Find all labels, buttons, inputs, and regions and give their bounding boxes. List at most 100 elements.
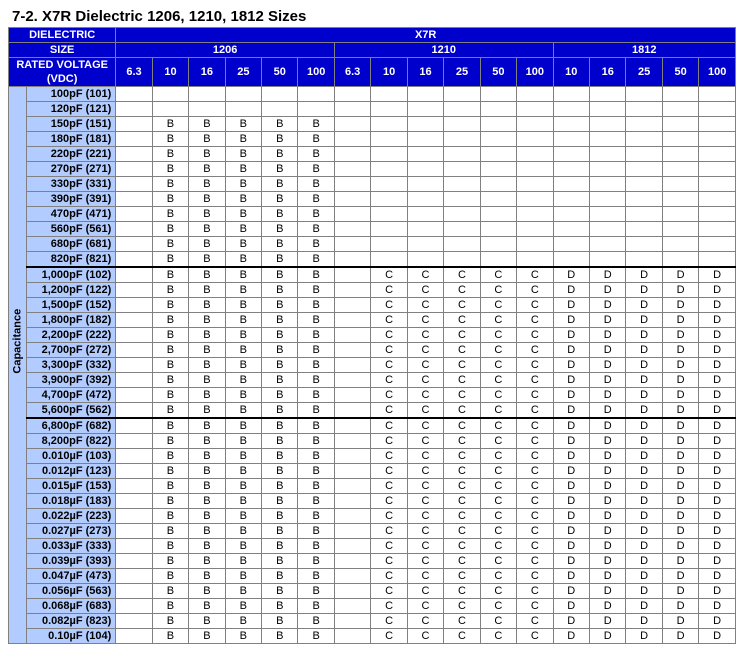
- value-cell: [334, 569, 370, 584]
- value-cell: B: [189, 237, 225, 252]
- value-cell: D: [553, 388, 589, 403]
- value-cell: C: [444, 388, 480, 403]
- value-cell: [334, 147, 370, 162]
- value-cell: B: [298, 298, 334, 313]
- value-cell: [116, 147, 152, 162]
- table-row: 0.022µF (223)BBBBBCCCCCDDDDD: [9, 509, 736, 524]
- value-cell: D: [553, 479, 589, 494]
- value-cell: [699, 252, 736, 268]
- value-cell: D: [626, 328, 662, 343]
- table-row: 0.012µF (123)BBBBBCCCCCDDDDD: [9, 464, 736, 479]
- value-cell: D: [626, 479, 662, 494]
- value-cell: C: [517, 313, 553, 328]
- value-cell: C: [371, 569, 407, 584]
- value-cell: D: [553, 449, 589, 464]
- value-cell: C: [444, 569, 480, 584]
- value-cell: C: [371, 343, 407, 358]
- table-row: 0.015µF (153)BBBBBCCCCCDDDDD: [9, 479, 736, 494]
- value-cell: B: [225, 494, 261, 509]
- value-cell: [334, 298, 370, 313]
- value-cell: B: [298, 524, 334, 539]
- value-cell: B: [225, 418, 261, 434]
- value-cell: [553, 117, 589, 132]
- value-cell: [699, 102, 736, 117]
- value-cell: B: [225, 539, 261, 554]
- value-cell: [334, 252, 370, 268]
- capacitance-label: 120pF (121): [27, 102, 116, 117]
- value-cell: [517, 117, 553, 132]
- value-cell: [626, 117, 662, 132]
- value-cell: D: [699, 298, 736, 313]
- value-cell: [589, 207, 625, 222]
- value-cell: B: [262, 177, 298, 192]
- value-cell: D: [699, 418, 736, 434]
- voltage-header: 16: [589, 58, 625, 87]
- value-cell: D: [662, 629, 698, 644]
- value-cell: C: [480, 358, 516, 373]
- value-cell: [480, 207, 516, 222]
- value-cell: C: [480, 584, 516, 599]
- value-cell: [699, 237, 736, 252]
- value-cell: B: [298, 388, 334, 403]
- value-cell: B: [225, 177, 261, 192]
- value-cell: [334, 494, 370, 509]
- value-cell: B: [262, 252, 298, 268]
- value-cell: [116, 388, 152, 403]
- value-cell: B: [225, 132, 261, 147]
- capacitance-label: 4,700pF (472): [27, 388, 116, 403]
- capacitance-label: 1,800pF (182): [27, 313, 116, 328]
- value-cell: C: [371, 449, 407, 464]
- value-cell: [444, 237, 480, 252]
- value-cell: B: [152, 147, 188, 162]
- value-cell: C: [517, 298, 553, 313]
- value-cell: [626, 147, 662, 162]
- voltage-header: 50: [262, 58, 298, 87]
- table-row: 390pF (391)BBBBB: [9, 192, 736, 207]
- value-cell: D: [662, 464, 698, 479]
- value-cell: [699, 177, 736, 192]
- value-cell: B: [298, 207, 334, 222]
- value-cell: C: [480, 614, 516, 629]
- value-cell: B: [262, 313, 298, 328]
- value-cell: [662, 207, 698, 222]
- value-cell: B: [225, 207, 261, 222]
- value-cell: C: [407, 343, 443, 358]
- value-cell: [334, 434, 370, 449]
- value-cell: B: [262, 162, 298, 177]
- value-cell: C: [517, 614, 553, 629]
- value-cell: D: [589, 584, 625, 599]
- table-row: 470pF (471)BBBBB: [9, 207, 736, 222]
- value-cell: D: [589, 629, 625, 644]
- value-cell: [517, 147, 553, 162]
- value-cell: [371, 222, 407, 237]
- value-cell: B: [225, 328, 261, 343]
- value-cell: [116, 222, 152, 237]
- value-cell: B: [189, 147, 225, 162]
- value-cell: [407, 252, 443, 268]
- value-cell: B: [189, 267, 225, 283]
- value-cell: [116, 614, 152, 629]
- value-cell: C: [407, 569, 443, 584]
- value-cell: C: [444, 584, 480, 599]
- value-cell: C: [407, 358, 443, 373]
- value-cell: B: [189, 629, 225, 644]
- table-row: 1,800pF (182)BBBBBCCCCCDDDDD: [9, 313, 736, 328]
- value-cell: C: [444, 614, 480, 629]
- voltage-header: 16: [407, 58, 443, 87]
- value-cell: D: [662, 614, 698, 629]
- value-cell: [626, 132, 662, 147]
- capacitance-label: 1,000pF (102): [27, 267, 116, 283]
- value-cell: [371, 237, 407, 252]
- table-row: 330pF (331)BBBBB: [9, 177, 736, 192]
- value-cell: B: [225, 434, 261, 449]
- value-cell: D: [589, 313, 625, 328]
- value-cell: C: [407, 479, 443, 494]
- voltage-header: 50: [662, 58, 698, 87]
- value-cell: [116, 434, 152, 449]
- capacitance-label: 330pF (331): [27, 177, 116, 192]
- value-cell: [517, 237, 553, 252]
- value-cell: C: [480, 298, 516, 313]
- value-cell: B: [262, 298, 298, 313]
- table-row: 0.10µF (104)BBBBBCCCCCDDDDD: [9, 629, 736, 644]
- value-cell: D: [626, 343, 662, 358]
